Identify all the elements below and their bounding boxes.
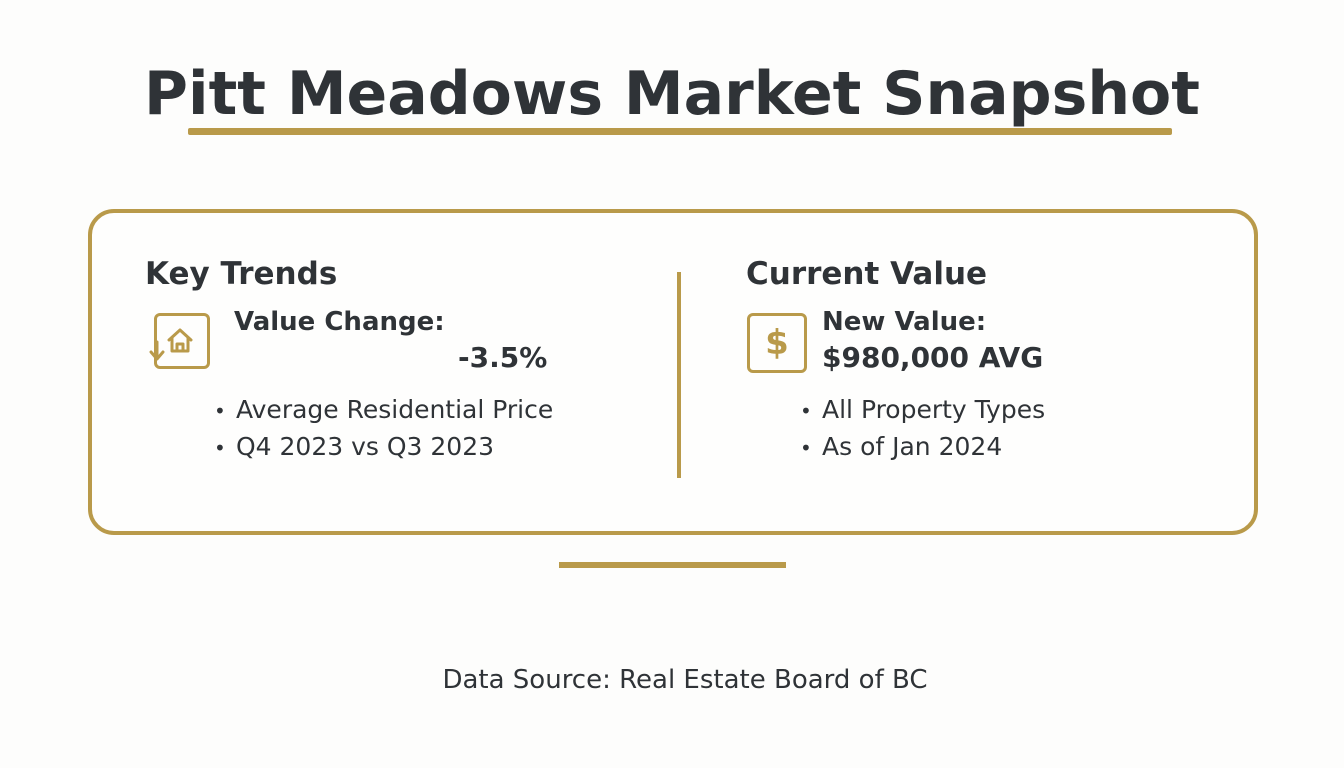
dollar-icon: $	[747, 313, 807, 373]
title-underline	[188, 128, 1172, 135]
snapshot-card	[88, 209, 1258, 535]
key-trends-bullets: • Average Residential Price • Q4 2023 vs Q…	[214, 392, 553, 466]
current-value-heading: Current Value	[746, 256, 988, 292]
column-divider	[677, 272, 681, 478]
list-item: • Average Residential Price	[214, 395, 554, 424]
new-value-label: New Value:	[822, 307, 987, 337]
list-item: • All Property Types	[800, 395, 1046, 424]
value-change-label: Value Change:	[234, 307, 445, 337]
key-trends-heading: Key Trends	[145, 256, 338, 292]
house-down-arrow-icon	[149, 313, 210, 369]
svg-text:$: $	[765, 323, 789, 363]
data-source: Data Source: Real Estate Board of BC	[442, 665, 928, 695]
new-value-value: $980,000 AVG	[822, 341, 1044, 374]
page-title: Pitt Meadows Market Snapshot	[144, 59, 1200, 129]
section-divider	[559, 562, 786, 568]
list-item: • As of Jan 2024	[800, 432, 1003, 461]
list-item: • Q4 2023 vs Q3 2023	[214, 432, 495, 461]
current-value-bullets: • All Property Types • As of Jan 2024	[800, 392, 1045, 466]
value-change-value: -3.5%	[458, 341, 548, 374]
